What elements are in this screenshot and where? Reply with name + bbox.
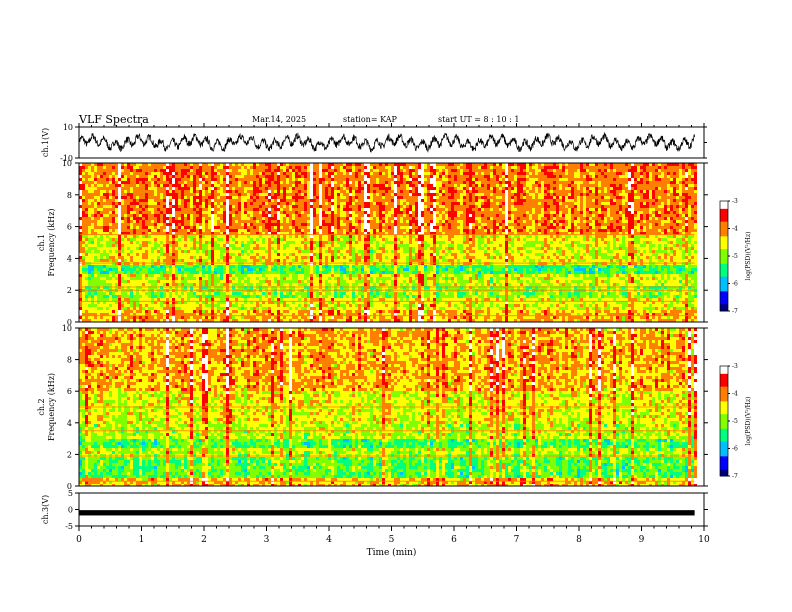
ch1-waveform-line: [78, 131, 695, 153]
ch1-spectrogram-ytick-label: 0: [67, 318, 72, 327]
ch2-spectrogram-ytick-label: 6: [67, 387, 72, 396]
ch1-spectrogram-ytick-label: 6: [67, 223, 72, 232]
ch2-spectrogram-ytick-label: 10: [62, 324, 72, 333]
ch1-spectrogram-colorbar-tick-label: -6: [732, 281, 738, 288]
x-tick-label: 9: [639, 535, 645, 545]
ch2-spectrogram-colorbar-tick-label: -3: [732, 363, 738, 370]
x-tick-label: 6: [451, 535, 457, 545]
ch1-waveform-frame: [78, 126, 705, 159]
ch2-spectrogram-ylabel-channel: ch.2: [37, 398, 46, 415]
ch2-spectrogram-colorbar-label: log(PSD)(V²/Hz): [745, 397, 752, 446]
x-tick-label: 5: [389, 535, 395, 545]
x-tick-label: 2: [201, 535, 207, 545]
ch1-waveform-ytick-label: 10: [63, 123, 73, 132]
ch3-ytick-label: 5: [68, 489, 73, 498]
ch2-spectrogram-colorbar-tick-label: -6: [732, 446, 738, 453]
ch1-spectrogram-ytick-label: 2: [67, 286, 72, 295]
ch2-spectrogram-ylabel-frequency: Frequency (kHz): [47, 373, 56, 441]
ch1-spectrogram-colorbar-tick-label: -3: [732, 198, 738, 205]
ch3-waveform-band: [79, 510, 695, 516]
ch2-spectrogram-ytick-label: 8: [67, 356, 72, 365]
station-label: station= KAP: [343, 115, 397, 124]
ch1-spectrogram-ytick-label: 10: [62, 159, 72, 168]
ch1-waveform-ylabel: ch.1(V): [41, 128, 50, 157]
ch2-spectrogram-frame: [78, 327, 705, 487]
x-tick-label: 10: [698, 535, 710, 545]
ch2-spectrogram-ytick-label: 2: [67, 450, 72, 459]
ch1-spectrogram-ytick-label: 8: [67, 191, 72, 200]
x-tick-label: 7: [514, 535, 520, 545]
ch2-spectrogram-ytick-label: 0: [67, 482, 72, 491]
ch1-spectrogram-ylabel-channel: ch.1: [37, 234, 46, 251]
ch1-spectrogram-colorbar: [720, 201, 728, 312]
ch1-waveform-ytick-label: -10: [60, 154, 73, 163]
x-axis-label: Time (min): [367, 547, 417, 558]
ch1-spectrogram-colorbar-tick-label: -7: [732, 308, 738, 315]
x-tick-label: 4: [326, 535, 332, 545]
x-tick-label: 1: [139, 535, 145, 545]
ch1-spectrogram-colorbar-tick-label: -5: [732, 253, 738, 260]
date-label: Mar.14, 2025: [252, 115, 306, 124]
ch3-ylabel: ch.3(V): [41, 495, 50, 524]
ch3-ytick-label: -5: [65, 522, 73, 531]
start-time-label: start UT = 8 : 10 : 1: [438, 115, 519, 124]
ch3-waveform-frame: [78, 492, 705, 527]
x-tick-label: 8: [576, 535, 582, 545]
ch1-spectrogram-ylabel-frequency: Frequency (kHz): [47, 208, 56, 276]
chart-title: VLF Spectra: [79, 113, 149, 126]
ch1-spectrogram-colorbar-label: log(PSD)(V²/Hz): [745, 232, 752, 281]
ch1-spectrogram-ytick-label: 4: [67, 254, 72, 263]
x-tick-label: 3: [264, 535, 270, 545]
ch1-spectrogram-frame: [78, 162, 705, 323]
x-tick-label: 0: [76, 535, 82, 545]
ch1-spectrogram-colorbar-tick-label: -4: [732, 226, 738, 233]
ch2-spectrogram-ytick-label: 4: [67, 419, 72, 428]
ch2-spectrogram-colorbar-tick-label: -5: [732, 418, 738, 425]
ch2-spectrogram-colorbar-tick-label: -4: [732, 391, 738, 398]
ch1-spectrogram-cells: [79, 163, 697, 322]
ch3-ytick-label: 0: [68, 506, 73, 515]
ch2-spectrogram-colorbar-tick-label: -7: [732, 473, 738, 480]
ch2-spectrogram-colorbar: [720, 366, 728, 477]
